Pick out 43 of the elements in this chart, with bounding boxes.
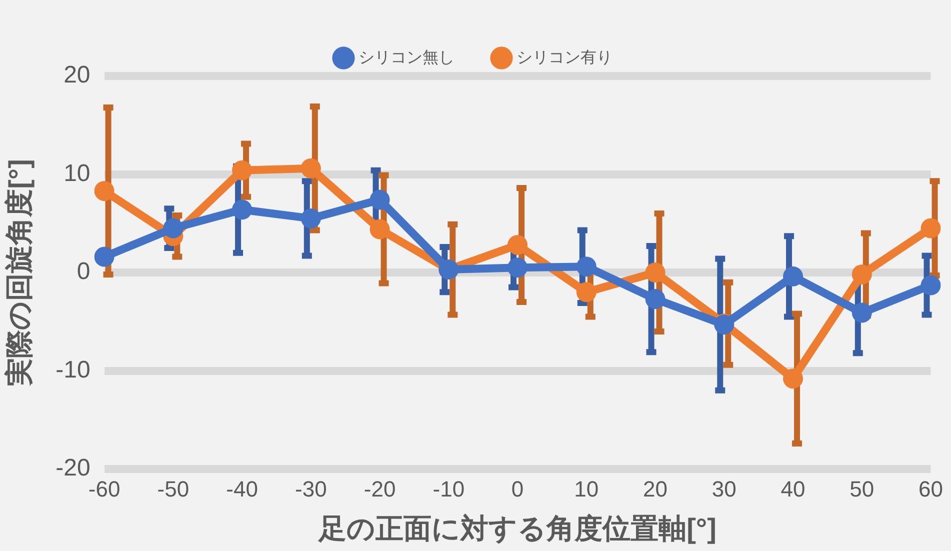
x-tick-label: 10	[574, 476, 599, 502]
y-tick-label: -10	[56, 356, 90, 384]
point	[508, 234, 528, 255]
y-tick-label: -20	[56, 454, 90, 482]
x-tick-label: 60	[918, 476, 944, 502]
point	[783, 368, 804, 389]
x-tick-label: -40	[226, 476, 258, 502]
legend-label: シリコン無し	[358, 49, 454, 66]
point	[94, 246, 114, 267]
point	[645, 262, 666, 282]
point	[920, 218, 941, 238]
point	[920, 275, 941, 296]
y-tick-label: 0	[76, 258, 90, 286]
x-tick-label: 50	[850, 476, 874, 502]
point	[783, 266, 804, 286]
point	[94, 180, 114, 201]
y-axis-title: 実際の回旋角度[°]	[4, 159, 35, 387]
x-tick-label: 30	[712, 476, 736, 502]
point	[370, 190, 390, 210]
point	[300, 158, 321, 178]
legend-label: シリコン有り	[516, 49, 612, 66]
x-tick-label: -20	[364, 476, 396, 502]
x-tick-label: -60	[88, 476, 120, 502]
x-tick-label: -50	[157, 476, 190, 502]
point	[852, 302, 872, 323]
x-tick-label: -30	[295, 476, 327, 502]
x-tick-label: 0	[511, 476, 524, 502]
point	[576, 256, 596, 277]
y-tick-label: 10	[64, 160, 90, 187]
point	[370, 219, 390, 240]
x-tick-label: 20	[643, 476, 668, 502]
point	[852, 264, 872, 284]
point	[645, 289, 666, 310]
x-tick-label: 40	[780, 476, 806, 502]
y-tick-label: 20	[64, 62, 90, 89]
x-tick-label: -10	[432, 476, 465, 502]
point	[300, 208, 321, 228]
point	[232, 160, 252, 180]
point	[163, 218, 184, 238]
point	[576, 282, 596, 302]
point	[232, 200, 252, 220]
point	[508, 258, 528, 278]
x-axis-title: 足の正面に対する角度位置軸[°]	[318, 512, 716, 544]
